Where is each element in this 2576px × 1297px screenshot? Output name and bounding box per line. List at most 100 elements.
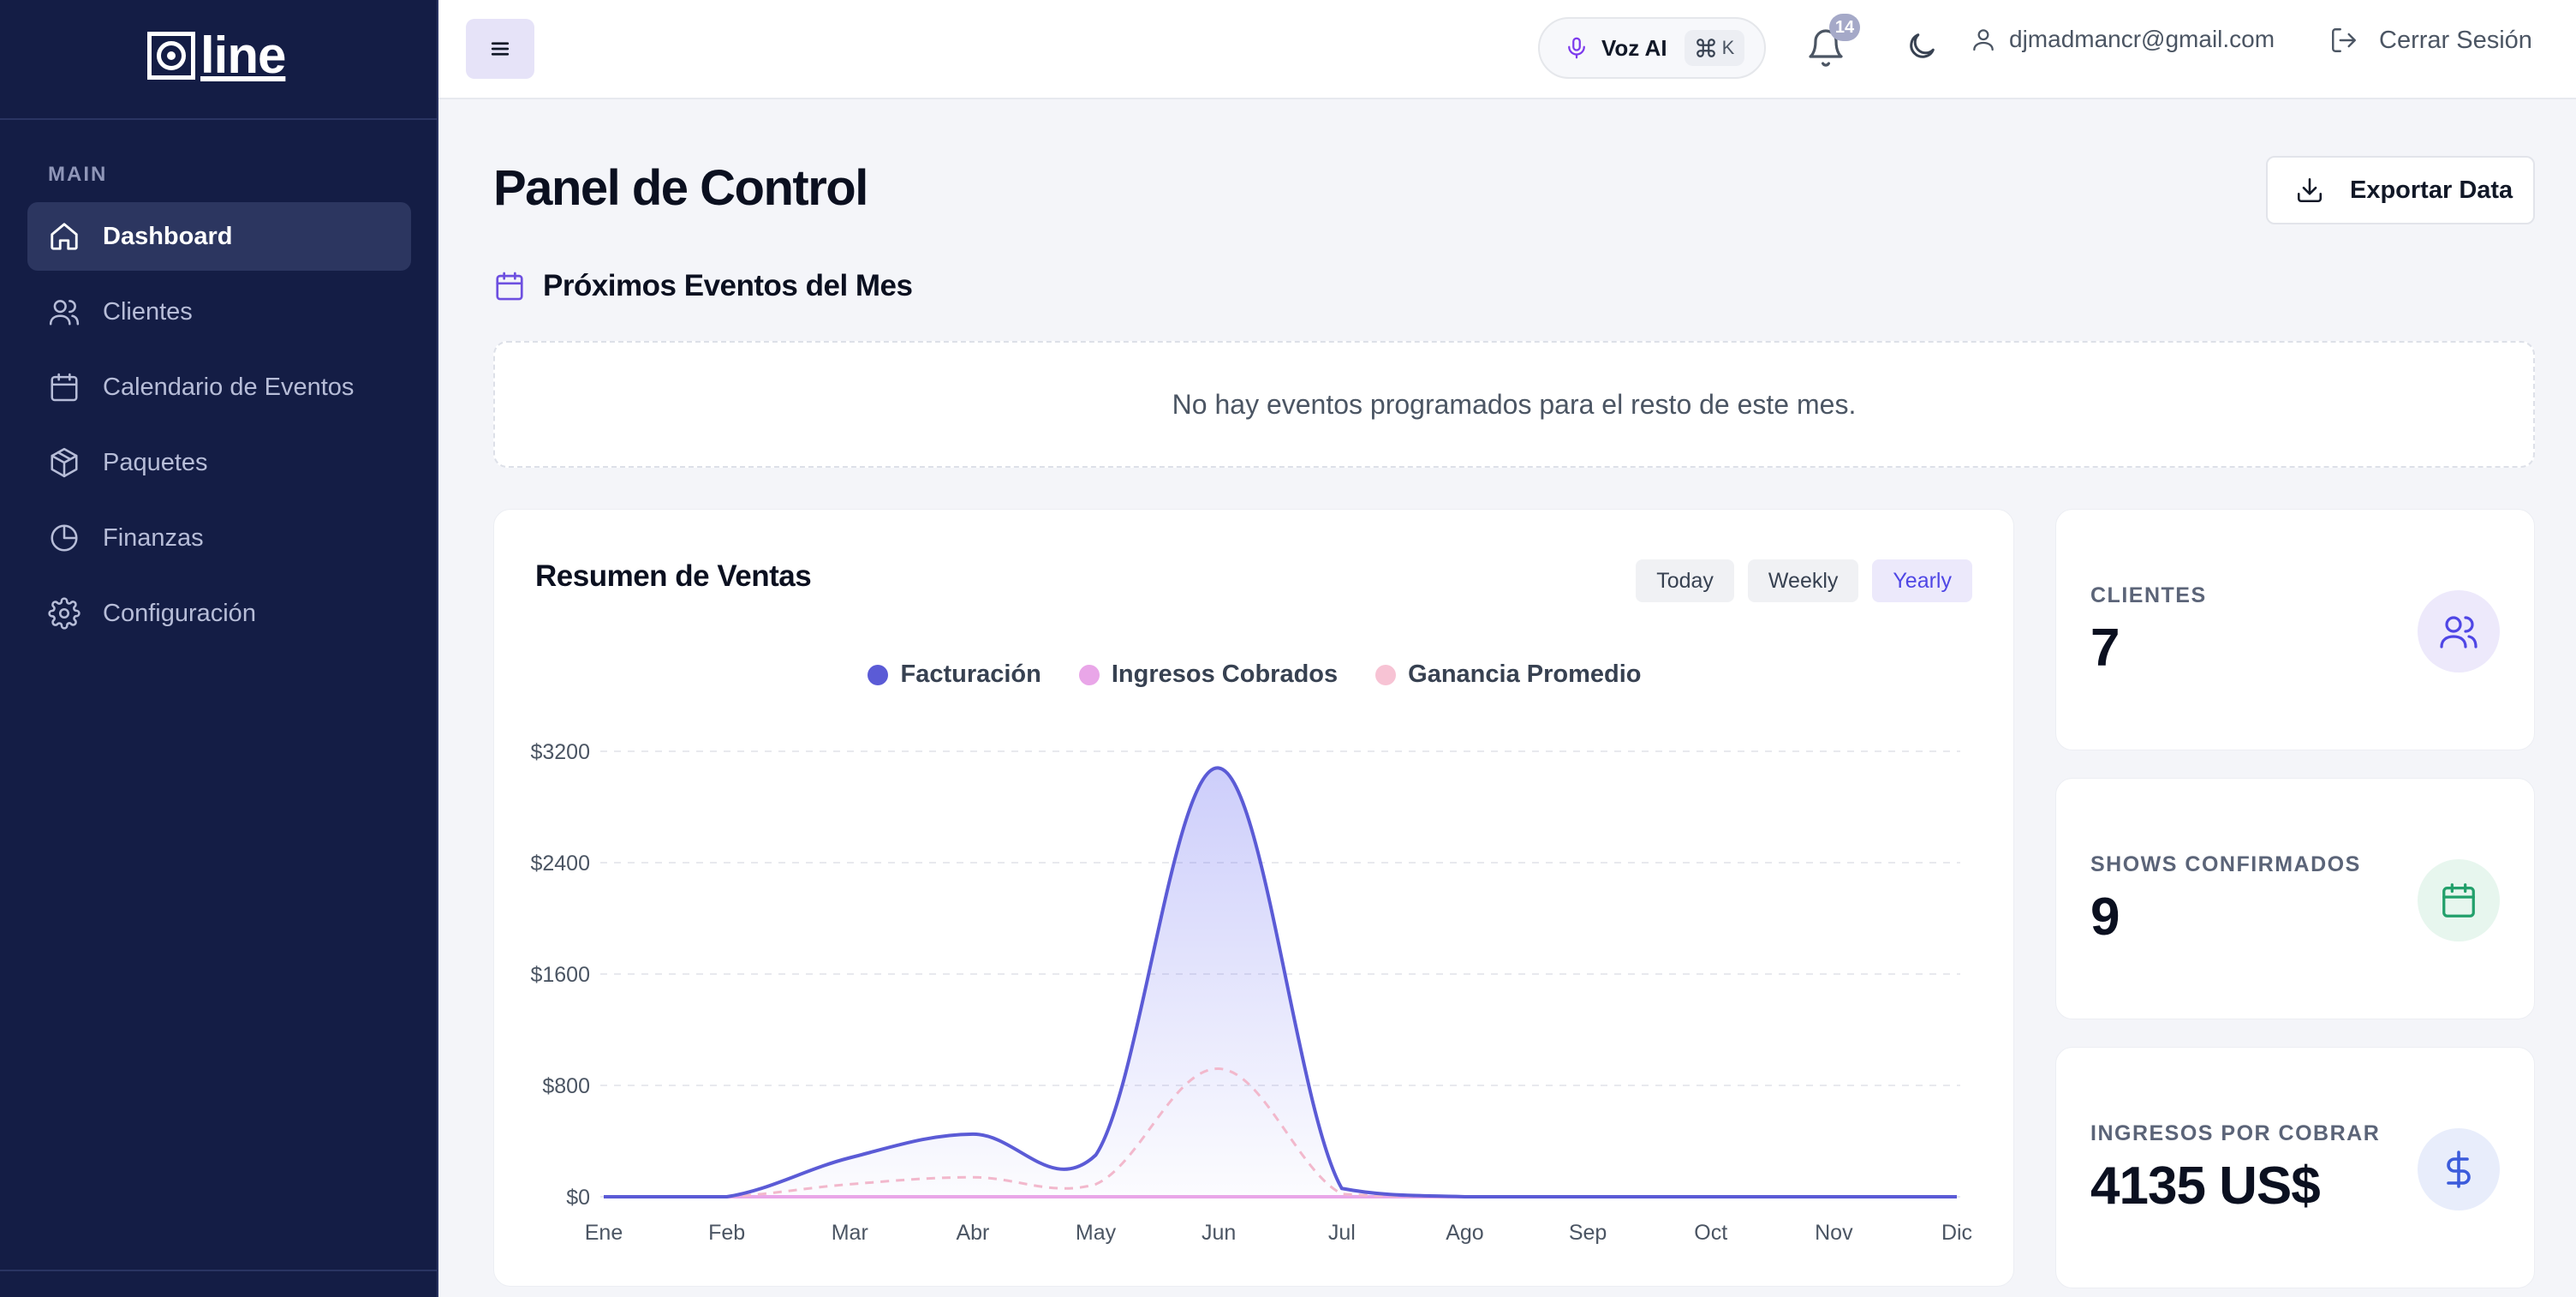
events-empty-text: No hay eventos programados para el resto… — [1172, 388, 1857, 420]
export-label: Exportar Data — [2350, 176, 2513, 204]
topbar: Voz AI K 14 djmadmancr@gmail.com Cerrar … — [438, 0, 2576, 99]
notification-badge: 14 — [1829, 14, 1860, 41]
calendar-icon — [496, 272, 523, 301]
x-tick-label: Dic — [1941, 1221, 1972, 1245]
y-tick-label: $3200 — [530, 740, 590, 764]
sales-summary-card: Resumen de Ventas Today Weekly Yearly Fa… — [493, 509, 2014, 1287]
legend-dot — [1375, 664, 1397, 685]
x-tick-label: Ene — [585, 1221, 623, 1245]
hamburger-icon — [491, 42, 510, 56]
events-empty-state: No hay eventos programados para el resto… — [493, 341, 2535, 468]
x-tick-label: Feb — [708, 1221, 745, 1245]
y-tick-label: $800 — [542, 1074, 590, 1098]
bell-icon[interactable] — [1805, 27, 1846, 69]
moon-icon[interactable] — [1905, 29, 1939, 63]
menu-toggle-button[interactable] — [466, 19, 534, 79]
x-tick-label: Jun — [1202, 1221, 1236, 1245]
legend-item[interactable]: Ganancia Promedio — [1375, 660, 1642, 689]
pie-chart-icon — [51, 524, 78, 552]
sales-chart: $0 $800 $1600 $2400 $3200 Ene Feb Mar Abr May Jun J… — [530, 740, 1972, 1245]
sidebar-footer-divider — [0, 1270, 438, 1271]
package-icon — [51, 447, 78, 478]
logo-speaker-icon — [147, 32, 195, 80]
page-title: Panel de Control — [493, 160, 868, 216]
sidebar-item-calendario[interactable]: Calendario de Eventos — [27, 353, 411, 421]
y-tick-label: $2400 — [530, 852, 590, 876]
tab-weekly[interactable]: Weekly — [1747, 559, 1859, 602]
legend-dot — [1078, 664, 1100, 685]
x-tick-label: Abr — [956, 1221, 989, 1245]
user-menu[interactable]: djmadmancr@gmail.com — [1970, 26, 2275, 53]
x-tick-label: Ago — [1446, 1221, 1483, 1245]
download-icon — [2297, 177, 2323, 203]
logout-button[interactable]: Cerrar Sesión — [2329, 26, 2532, 55]
sales-title: Resumen de Ventas — [535, 559, 812, 593]
period-tabs: Today Weekly Yearly — [1636, 559, 1972, 602]
command-key-icon — [1696, 39, 1715, 57]
tab-yearly[interactable]: Yearly — [1872, 559, 1972, 602]
sidebar-item-label: Clientes — [103, 297, 193, 326]
logo-text: line — [200, 27, 286, 84]
logout-label: Cerrar Sesión — [2379, 26, 2532, 54]
sidebar-item-label: Dashboard — [103, 222, 233, 250]
stat-value: 4135 US$ — [2090, 1157, 2321, 1216]
calendar-icon — [51, 373, 78, 402]
legend-item[interactable]: Facturación — [868, 660, 1041, 689]
x-tick-label: Oct — [1694, 1221, 1727, 1245]
legend-dot — [868, 664, 889, 685]
sidebar-item-clientes[interactable]: Clientes — [27, 278, 411, 346]
users-icon — [49, 300, 80, 326]
x-tick-label: Jul — [1328, 1221, 1356, 1245]
section-label: MAIN — [48, 163, 108, 186]
x-tick-label: Sep — [1569, 1221, 1607, 1245]
x-tick-label: May — [1076, 1221, 1117, 1245]
stat-value: 9 — [2090, 888, 2120, 947]
sidebar-item-paquetes[interactable]: Paquetes — [27, 428, 411, 497]
sidebar-item-finanzas[interactable]: Finanzas — [27, 504, 411, 572]
legend-item[interactable]: Ingresos Cobrados — [1078, 660, 1339, 689]
series-line-facturacion — [604, 766, 1957, 1198]
user-icon — [1973, 29, 1994, 51]
tab-today[interactable]: Today — [1636, 559, 1734, 602]
stat-label: INGRESOS POR COBRAR — [2090, 1121, 2381, 1145]
x-tick-label: Nov — [1815, 1221, 1853, 1245]
events-heading: Próximos Eventos del Mes — [493, 269, 913, 303]
legend-label: Facturación — [900, 660, 1041, 688]
home-icon — [51, 223, 78, 250]
sidebar: line MAIN Dashboard Clientes Calendario … — [0, 0, 438, 1297]
sidebar-item-configuracion[interactable]: Configuración — [27, 579, 411, 648]
stat-icon-wrap — [2418, 1128, 2500, 1210]
chart-legend: Facturación Ingresos Cobrados Ganancia P… — [494, 660, 2015, 689]
x-tick-label: Mar — [832, 1221, 868, 1245]
sidebar-item-label: Calendario de Eventos — [103, 373, 355, 401]
stat-card-ingresos: INGRESOS POR COBRAR 4135 US$ — [2055, 1047, 2535, 1288]
stat-icon-wrap — [2418, 590, 2500, 672]
keyboard-shortcut: K — [1684, 30, 1745, 66]
export-data-button[interactable]: Exportar Data — [2266, 156, 2535, 224]
shortcut-key: K — [1721, 37, 1735, 58]
calendar-icon — [2442, 883, 2475, 917]
users-icon — [2440, 616, 2478, 648]
area-fill-facturacion — [604, 768, 1957, 1197]
sidebar-item-label: Finanzas — [103, 523, 204, 552]
stat-icon-wrap — [2418, 859, 2500, 941]
sidebar-item-label: Configuración — [103, 599, 256, 627]
stat-card-clientes: CLIENTES 7 — [2055, 509, 2535, 750]
logo[interactable]: line — [147, 27, 286, 84]
series-line-ganancia-promedio — [604, 1067, 1957, 1198]
voice-ai-label: Voz AI — [1601, 34, 1667, 61]
logout-icon — [2332, 28, 2356, 52]
y-tick-label: $0 — [566, 1186, 590, 1210]
gear-icon — [48, 597, 80, 630]
sidebar-item-dashboard[interactable]: Dashboard — [27, 202, 411, 271]
sidebar-nav: Dashboard Clientes Calendario de Eventos… — [27, 202, 411, 654]
sidebar-item-label: Paquetes — [103, 448, 208, 476]
legend-label: Ingresos Cobrados — [1111, 660, 1339, 688]
stat-label: SHOWS CONFIRMADOS — [2090, 852, 2361, 876]
user-email: djmadmancr@gmail.com — [2009, 26, 2275, 52]
legend-label: Ganancia Promedio — [1408, 660, 1642, 688]
dollar-icon — [2447, 1151, 2471, 1188]
stat-value: 7 — [2090, 619, 2120, 678]
microphone-icon — [1568, 37, 1585, 59]
voice-ai-button[interactable]: Voz AI K — [1538, 17, 1766, 79]
